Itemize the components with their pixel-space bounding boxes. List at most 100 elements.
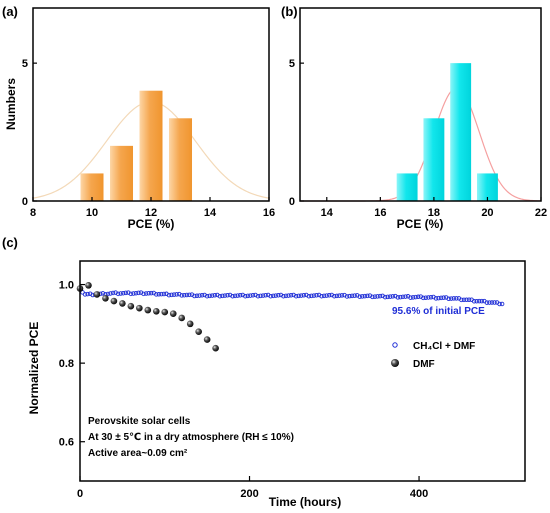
data-point-ch4cl-dmf xyxy=(258,293,263,299)
histogram-bar xyxy=(139,90,163,201)
data-point-ch4cl-dmf xyxy=(413,294,418,300)
data-point-ch4cl-dmf xyxy=(120,290,126,296)
data-point-ch4cl-dmf xyxy=(245,293,251,299)
histogram-b-xlabel: PCE (%) xyxy=(397,217,444,231)
data-point-ch4cl-dmf xyxy=(128,291,134,297)
data-point-ch4cl-dmf xyxy=(474,298,479,304)
data-point-ch4cl-dmf xyxy=(260,293,266,298)
data-point-ch4cl-dmf xyxy=(85,291,90,297)
stability-content xyxy=(76,282,505,352)
data-point-ch4cl-dmf xyxy=(309,293,314,299)
panel-label-c: (c) xyxy=(2,235,18,250)
histogram-a-content xyxy=(32,90,270,201)
data-point-ch4cl-dmf xyxy=(433,296,439,301)
x-tick-label: 12 xyxy=(145,207,157,219)
data-point-ch4cl-dmf xyxy=(499,301,505,307)
data-point-ch4cl-dmf xyxy=(156,292,162,297)
data-point-ch4cl-dmf xyxy=(248,293,253,298)
data-point-ch4cl-dmf xyxy=(421,295,426,301)
x-tick-label: 16 xyxy=(263,207,275,219)
x-tick-label: 18 xyxy=(428,207,440,219)
data-point-ch4cl-dmf xyxy=(141,291,146,297)
data-point-dmf xyxy=(102,295,109,302)
data-point-ch4cl-dmf xyxy=(314,293,319,298)
data-point-ch4cl-dmf xyxy=(171,292,177,297)
data-point-ch4cl-dmf xyxy=(187,292,192,298)
data-point-ch4cl-dmf xyxy=(209,293,215,298)
data-point-ch4cl-dmf xyxy=(410,295,416,300)
y-tick-label: 0.8 xyxy=(59,358,74,370)
data-point-ch4cl-dmf xyxy=(476,298,482,304)
note-line-1: Perovskite solar cells xyxy=(88,416,191,427)
data-point-ch4cl-dmf xyxy=(362,293,368,299)
fit-curve xyxy=(300,87,542,202)
data-point-ch4cl-dmf xyxy=(118,291,123,296)
y-tick-label: 5 xyxy=(22,58,28,70)
data-point-ch4cl-dmf xyxy=(324,293,329,298)
data-point-ch4cl-dmf xyxy=(207,293,212,299)
data-point-ch4cl-dmf xyxy=(344,294,350,299)
data-point-ch4cl-dmf xyxy=(436,295,441,301)
data-point-ch4cl-dmf xyxy=(154,292,159,297)
x-tick-label: 22 xyxy=(535,207,547,219)
data-point-ch4cl-dmf xyxy=(484,300,490,305)
histogram-panel-a: (a) 8 10 12 14 16 0 5 PCE (%) Numbers xyxy=(2,4,275,231)
data-point-ch4cl-dmf xyxy=(408,295,413,300)
data-point-ch4cl-dmf xyxy=(349,293,355,299)
data-point-ch4cl-dmf xyxy=(136,290,141,296)
x-tick-label: 400 xyxy=(410,488,428,500)
data-point-dmf xyxy=(169,310,177,317)
x-tick-label: 20 xyxy=(481,207,493,219)
histogram-bar xyxy=(450,63,472,201)
data-point-dmf xyxy=(212,344,219,352)
data-point-ch4cl-dmf xyxy=(166,292,172,298)
data-point-ch4cl-dmf xyxy=(321,293,327,299)
x-tick-label: 14 xyxy=(321,207,334,219)
data-point-dmf xyxy=(144,306,152,314)
stability-ticks: 0 200 400 0.6 0.8 1.0 xyxy=(59,280,429,500)
data-point-dmf xyxy=(161,308,169,316)
data-point-ch4cl-dmf xyxy=(332,293,337,299)
x-tick-label: 8 xyxy=(30,207,36,219)
data-point-ch4cl-dmf xyxy=(159,291,164,297)
data-point-ch4cl-dmf xyxy=(237,293,243,298)
data-point-ch4cl-dmf xyxy=(293,293,299,299)
data-point-ch4cl-dmf xyxy=(352,293,357,298)
data-point-ch4cl-dmf xyxy=(174,292,179,297)
x-tick-label: 200 xyxy=(240,488,258,500)
legend-label-ch4cl-dmf: CH₄Cl + DMF xyxy=(413,341,475,352)
data-point-ch4cl-dmf xyxy=(197,293,202,298)
histogram-panel-b: (b) 14 16 18 20 22 0 5 PCE (%) xyxy=(281,4,547,231)
data-point-ch4cl-dmf xyxy=(232,293,238,299)
data-point-dmf xyxy=(203,336,211,343)
histogram-bar xyxy=(169,118,193,201)
histogram-b-content xyxy=(300,63,542,202)
panel-label-b: (b) xyxy=(281,4,298,19)
data-point-dmf xyxy=(119,300,126,307)
histogram-bar xyxy=(110,145,134,201)
data-point-ch4cl-dmf xyxy=(466,297,472,303)
data-point-ch4cl-dmf xyxy=(398,294,403,300)
data-point-ch4cl-dmf xyxy=(372,294,378,299)
note-line-2: At 30 ± 5℃ in a dry atmosphere (RH ≤ 10%… xyxy=(88,432,294,443)
legend-label-dmf: DMF xyxy=(413,359,435,370)
data-point-dmf xyxy=(186,320,194,328)
data-point-ch4cl-dmf xyxy=(194,293,200,299)
data-point-ch4cl-dmf xyxy=(250,293,256,298)
data-point-ch4cl-dmf xyxy=(334,293,340,299)
data-point-ch4cl-dmf xyxy=(268,293,273,299)
data-point-ch4cl-dmf xyxy=(148,290,154,296)
data-point-ch4cl-dmf xyxy=(100,291,106,296)
data-point-ch4cl-dmf xyxy=(225,293,230,298)
data-point-ch4cl-dmf xyxy=(387,294,393,299)
data-point-dmf xyxy=(85,282,92,289)
data-point-ch4cl-dmf xyxy=(169,292,174,298)
data-point-ch4cl-dmf xyxy=(471,298,477,304)
note-line-3: Active area~0.09 cm² xyxy=(88,448,188,459)
histogram-bar xyxy=(396,173,418,201)
y-tick-label: 0 xyxy=(289,196,295,208)
data-point-ch4cl-dmf xyxy=(133,290,139,296)
x-tick-label: 16 xyxy=(374,207,386,219)
data-point-ch4cl-dmf xyxy=(497,301,502,307)
